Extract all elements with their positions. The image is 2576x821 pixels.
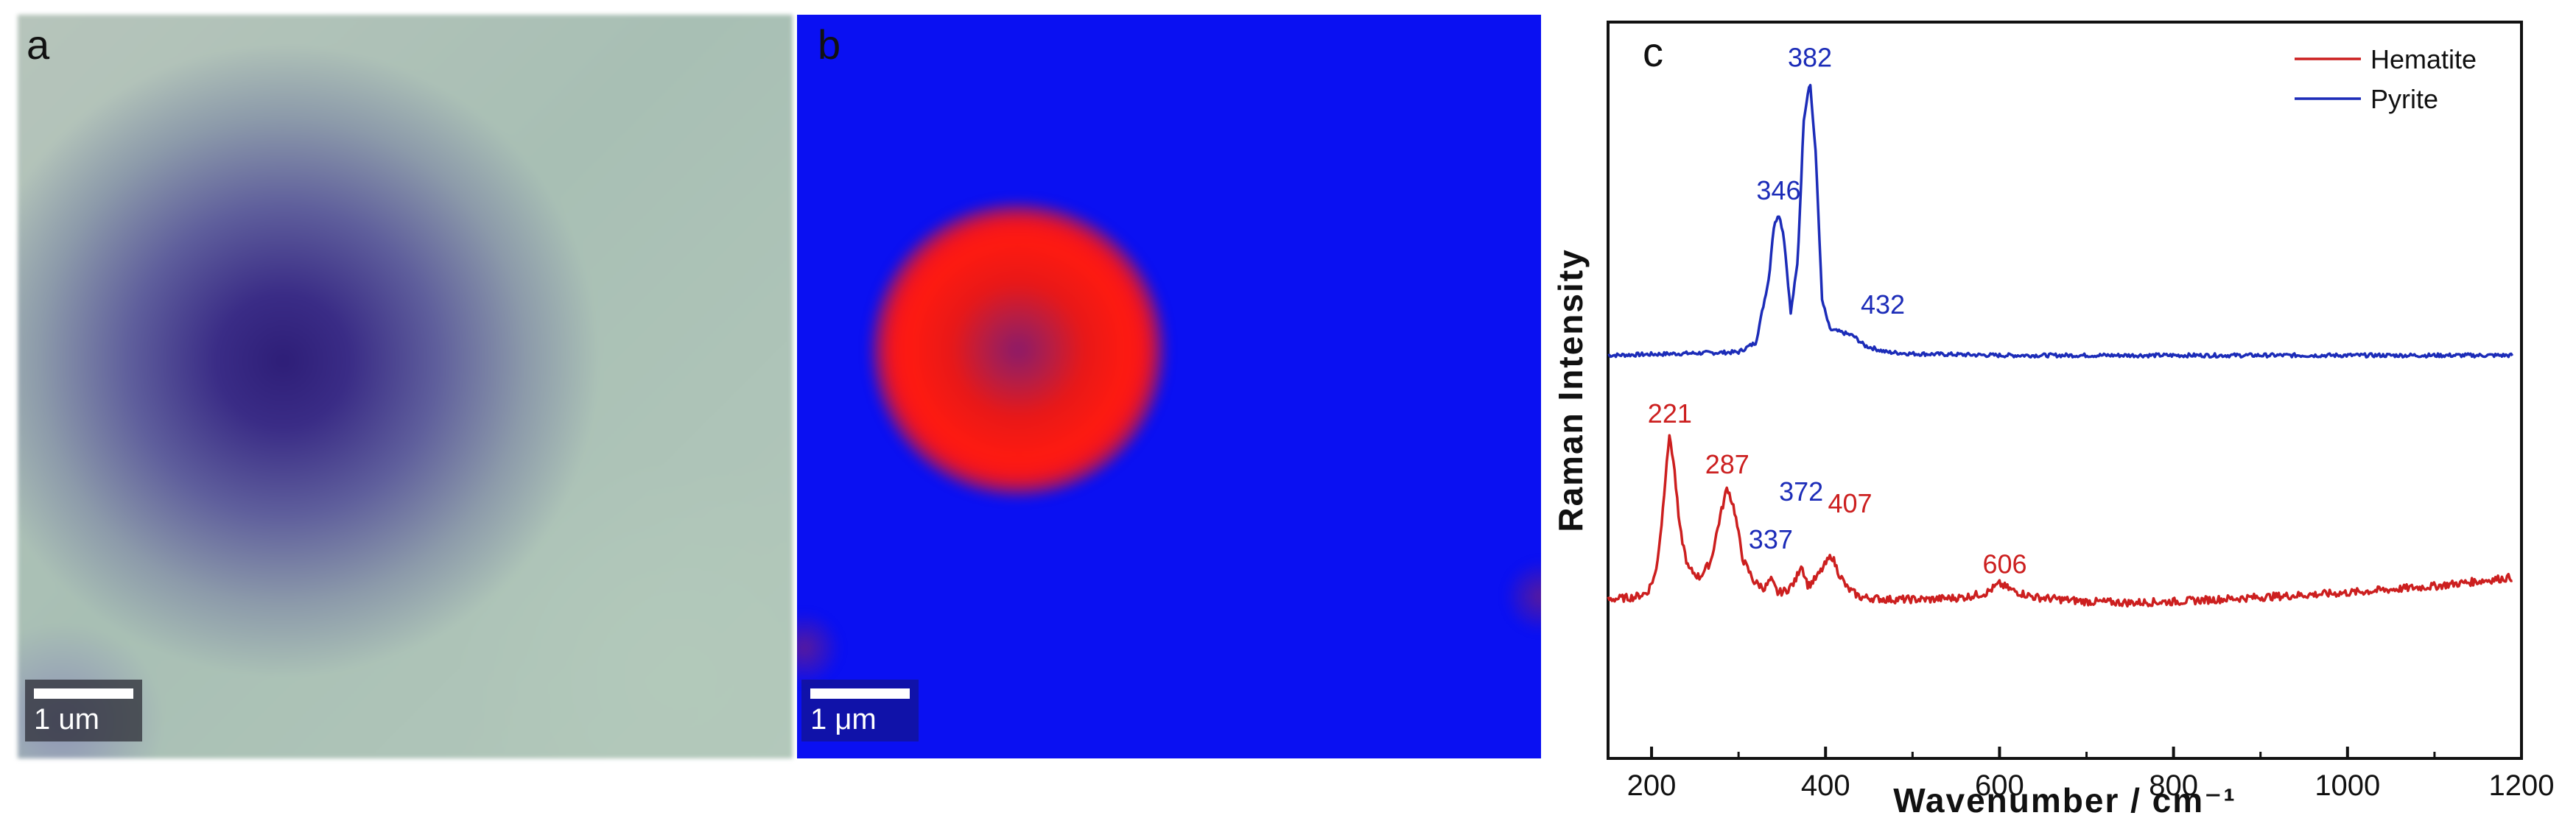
- peak-label: 287: [1705, 449, 1749, 479]
- peak-label: 382: [1788, 43, 1832, 73]
- x-tick-label: 1200: [2489, 769, 2555, 802]
- peak-label: 372: [1779, 476, 1823, 507]
- panel-letter-c: c: [1643, 29, 1663, 75]
- y-axis-title: Raman Intensity: [1551, 248, 1590, 532]
- x-axis-title: Wavenumber / cm⁻¹: [1893, 781, 2236, 820]
- x-tick-label: 200: [1627, 769, 1677, 802]
- peak-labels: 346 382 432 221 287 407 606 337 372: [1648, 43, 2027, 579]
- plot-frame: [1607, 21, 2523, 760]
- peak-label: 407: [1828, 488, 1872, 518]
- x-tick-label: 400: [1801, 769, 1850, 802]
- spectrum-lines: [1607, 83, 2514, 608]
- peak-label: 432: [1861, 289, 1905, 320]
- legend-label-hematite: Hematite: [2370, 44, 2477, 74]
- peak-label: 221: [1648, 398, 1692, 429]
- scale-bar-label: 1 um: [34, 703, 99, 736]
- x-tick-label: 1000: [2314, 769, 2380, 802]
- series-line-pyrite: [1607, 83, 2514, 359]
- edge-spot: [1504, 552, 1541, 641]
- scale-bar-label: 1 μm: [810, 703, 877, 736]
- legend-label-pyrite: Pyrite: [2370, 84, 2438, 114]
- panel-letter-b: b: [818, 21, 841, 68]
- x-tick-label: 600: [1975, 769, 2024, 802]
- peak-label: 337: [1749, 524, 1793, 554]
- scale-bar-line: [34, 688, 133, 699]
- scale-bar-a: 1 um: [25, 680, 142, 741]
- edge-spot: [797, 604, 841, 692]
- x-tick-label: 800: [2149, 769, 2198, 802]
- axis-ticks: 200 400 600 800 1000 1200: [1627, 747, 2555, 802]
- particle-ring: [871, 202, 1165, 497]
- peak-label: 606: [1982, 549, 2026, 579]
- peak-label: 346: [1756, 175, 1800, 205]
- series-line-hematite: [1607, 434, 2513, 608]
- raman-spectrum-chart: 200 400 600 800 1000 1200 346 382 432 221 287 407 6…: [1551, 21, 2555, 820]
- scale-bar-line: [810, 688, 910, 699]
- scale-bar-b: 1 μm: [801, 680, 919, 741]
- panel-letter-a: a: [27, 21, 50, 68]
- optical-panel-frame: a 1 um: [18, 15, 793, 758]
- raman-map: b 1 μm: [797, 15, 1541, 758]
- optical-micrograph: [18, 15, 793, 758]
- legend: Hematite Pyrite: [2295, 44, 2477, 114]
